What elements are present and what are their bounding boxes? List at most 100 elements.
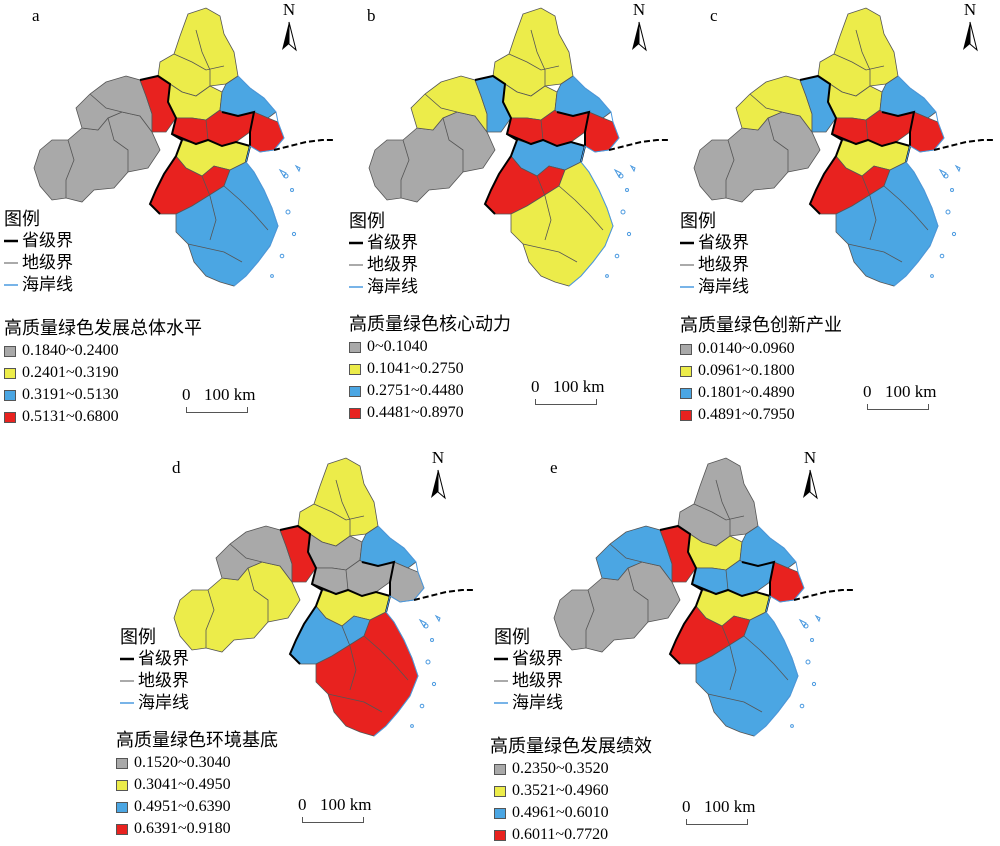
class-2: 0.2401~0.3190 [22, 364, 119, 381]
legend-province: 省级界 [367, 233, 418, 252]
swatch-blue [494, 807, 506, 819]
region-shanghai [769, 561, 805, 603]
coast-line-swatch [4, 284, 18, 286]
legend-d: 图例 省级界 地级界 海岸线 [120, 626, 189, 714]
region-jiangsu_e [879, 75, 937, 119]
map-panel-b: b N 图例 省级界 地级界 海岸线 高质量绿色核心动力 0~0.1040 0.… [335, 0, 669, 421]
legend-coast: 海岸线 [512, 693, 563, 712]
province-line-swatch [4, 239, 18, 243]
region-shanghai [389, 561, 425, 603]
class-1: 0.1520~0.3040 [134, 754, 231, 771]
class-title-d: 高质量绿色环境基底 [116, 730, 278, 750]
coast-line-swatch [494, 702, 508, 704]
swatch-red [349, 407, 361, 419]
legend-coast: 海岸线 [698, 277, 749, 296]
scale-bar-c: 0 100 km [863, 382, 953, 412]
class-4: 0.5131~0.6800 [22, 408, 119, 425]
class-3: 0.1801~0.4890 [698, 384, 795, 401]
province-line-swatch [349, 241, 363, 245]
province-line-swatch [680, 241, 694, 245]
north-arrow-icon: N [277, 0, 301, 52]
class-1: 0~0.1040 [367, 338, 428, 355]
class-4: 0.6391~0.9180 [134, 820, 231, 837]
class-3: 0.4951~0.6390 [134, 798, 231, 815]
swatch-yellow [4, 367, 16, 379]
scale-bar-b: 0 100 km [531, 377, 621, 407]
legend-coast: 海岸线 [138, 693, 189, 712]
map-svg-d [173, 457, 474, 737]
class-1: 0.2350~0.3520 [512, 760, 609, 777]
legend-title: 图例 [4, 209, 40, 229]
class-2: 0.0961~0.1800 [698, 362, 795, 379]
swatch-gray [349, 341, 361, 353]
map-svg-a [33, 7, 334, 287]
region-jiangsu_e [739, 525, 797, 569]
north-arrow-icon: N [798, 448, 822, 500]
map-svg-e [553, 457, 854, 737]
swatch-blue [680, 387, 692, 399]
region-jiangsu_e [359, 525, 417, 569]
coast-line-swatch [120, 702, 134, 704]
class-4: 0.6011~0.7720 [512, 826, 609, 843]
swatch-yellow [349, 363, 361, 375]
class-list-d: 0.1520~0.3040 0.3041~0.4950 0.4951~0.639… [116, 752, 231, 840]
class-list-b: 0~0.1040 0.1041~0.2750 0.2751~0.4480 0.4… [349, 336, 464, 424]
legend-prefecture: 地级界 [698, 255, 749, 274]
map-panel-d: d N 图例 省级界 地级界 海岸线 高质量绿色环境基底 0.1520~0.30… [110, 448, 474, 840]
legend-b: 图例 省级界 地级界 海岸线 [349, 210, 418, 298]
legend-c: 图例 省级界 地级界 海岸线 [680, 210, 749, 298]
panel-label-e: e [550, 458, 558, 477]
prefecture-line-swatch [349, 264, 363, 266]
class-4: 0.4891~0.7950 [698, 406, 795, 423]
class-2: 0.1041~0.2750 [367, 360, 464, 377]
swatch-red [4, 411, 16, 423]
class-3: 0.3191~0.5130 [22, 386, 119, 403]
legend-title: 图例 [349, 211, 385, 231]
north-arrow-icon: N [627, 0, 651, 52]
prefecture-line-swatch [680, 264, 694, 266]
coast-line-swatch [680, 286, 694, 288]
legend-e: 图例 省级界 地级界 海岸线 [494, 626, 563, 714]
swatch-gray [116, 757, 128, 769]
prefecture-line-swatch [120, 680, 134, 682]
coast-line-swatch [349, 286, 363, 288]
class-title-a: 高质量绿色发展总体水平 [4, 318, 202, 338]
scale-bar-d: 0 100 km [298, 795, 388, 825]
class-list-a: 0.1840~0.2400 0.2401~0.3190 0.3191~0.513… [4, 340, 119, 428]
legend-a: 图例 省级界 地级界 海岸线 [4, 208, 73, 296]
swatch-gray [680, 343, 692, 355]
swatch-yellow [116, 779, 128, 791]
class-1: 0.1840~0.2400 [22, 342, 119, 359]
class-list-c: 0.0140~0.0960 0.0961~0.1800 0.1801~0.489… [680, 338, 795, 426]
swatch-blue [4, 389, 16, 401]
swatch-yellow [680, 365, 692, 377]
class-1: 0.0140~0.0960 [698, 340, 795, 357]
region-shanghai [249, 111, 285, 153]
map-panel-e: e N 图例 省级界 地级界 海岸线 高质量绿色发展绩效 0.2350~0.35… [490, 448, 890, 843]
region-jiangsu_e [219, 75, 277, 119]
class-2: 0.3041~0.4950 [134, 776, 231, 793]
class-title-c: 高质量绿色创新产业 [680, 315, 842, 335]
legend-coast: 海岸线 [22, 275, 73, 294]
legend-province: 省级界 [698, 233, 749, 252]
swatch-gray [4, 345, 16, 357]
class-3: 0.4961~0.6010 [512, 804, 609, 821]
scale-bar-e: 0 100 km [682, 797, 772, 827]
province-line-swatch [120, 657, 134, 661]
prefecture-line-swatch [4, 262, 18, 264]
region-jiangsu_e [554, 75, 612, 119]
legend-prefecture: 地级界 [367, 255, 418, 274]
swatch-gray [494, 763, 506, 775]
swatch-red [494, 829, 506, 841]
swatch-blue [349, 385, 361, 397]
swatch-yellow [494, 785, 506, 797]
panel-label-c: c [710, 6, 718, 25]
legend-prefecture: 地级界 [138, 671, 189, 690]
panel-label-b: b [367, 6, 376, 25]
map-svg-b [368, 7, 669, 287]
swatch-blue [116, 801, 128, 813]
panel-label-a: a [32, 6, 40, 25]
swatch-red [680, 409, 692, 421]
legend-title: 图例 [120, 627, 156, 647]
legend-prefecture: 地级界 [512, 671, 563, 690]
